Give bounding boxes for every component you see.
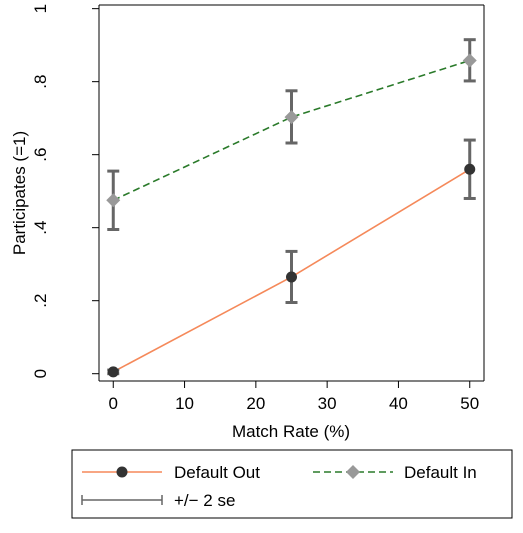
x-tick-label: 30	[318, 394, 337, 413]
legend-label: Default In	[404, 463, 477, 482]
y-tick-label: .4	[31, 221, 50, 235]
x-tick-label: 50	[460, 394, 479, 413]
legend-items: Default Out Default In +/− 2 se	[81, 463, 477, 510]
legend-marker	[346, 465, 360, 479]
y-tick-label: 1	[31, 4, 50, 13]
data-point	[464, 163, 476, 175]
legend-box	[71, 449, 513, 519]
series-line	[112, 59, 470, 202]
legend-item: Default In	[313, 463, 477, 482]
legend-marker	[116, 466, 128, 478]
legend: Default Out Default In +/− 2 se	[71, 449, 513, 519]
y-tick-label: .8	[31, 75, 50, 89]
x-tick-label: 0	[109, 394, 118, 413]
legend-item: Default Out	[82, 463, 260, 482]
y-axis-title: Participates (=1)	[10, 131, 29, 255]
series-1	[106, 38, 477, 232]
x-tick-label: 40	[389, 394, 408, 413]
plot-region	[98, 4, 485, 382]
x-tick-label: 10	[175, 394, 194, 413]
data-point	[106, 193, 121, 208]
legend-error-label: +/− 2 se	[174, 491, 235, 510]
y-tick-label: .2	[31, 294, 50, 308]
series-0	[107, 138, 476, 378]
legend-label: Default Out	[174, 463, 260, 482]
x-tick-label: 20	[246, 394, 265, 413]
legend-item-error: +/− 2 se	[81, 491, 235, 510]
y-tick-label: .6	[31, 148, 50, 162]
data-point	[107, 366, 119, 378]
x-axis-title: Match Rate (%)	[232, 422, 350, 441]
series-layer	[106, 38, 477, 378]
data-point	[286, 271, 297, 283]
data-point	[462, 53, 477, 68]
data-point	[284, 110, 299, 125]
y-axis-ticks: 0 .2 .4 .6 .8 1	[31, 4, 99, 378]
y-tick-label: 0	[31, 369, 50, 378]
x-axis-ticks: 0 10 20 30 40 50	[109, 381, 479, 413]
